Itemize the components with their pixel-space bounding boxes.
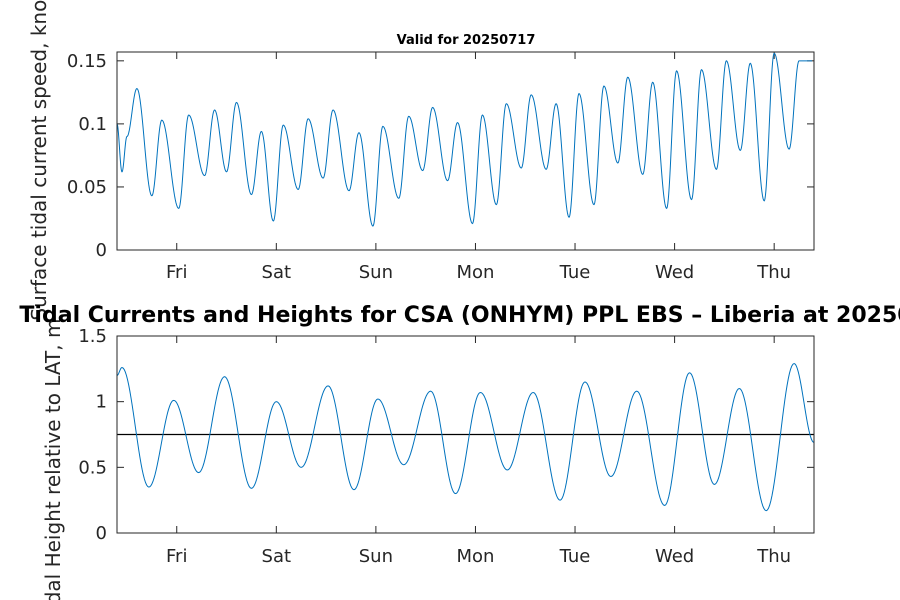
- x-tick-label-wed: Wed: [655, 546, 694, 567]
- y-tick-label: 0: [96, 523, 107, 544]
- chart-title-valid: Valid for 20250717: [397, 33, 536, 48]
- x-tick-label-fri: Fri: [166, 262, 187, 283]
- x-tick-label-sat: Sat: [262, 546, 292, 567]
- y-axis-label-tidal-height: Tidal Height relative to LAT, m: [41, 319, 65, 600]
- x-tick-label-wed: Wed: [655, 262, 694, 283]
- x-tick-label-sun: Sun: [359, 262, 393, 283]
- x-tick-label-fri: Fri: [166, 546, 187, 567]
- chart-title-tidal: Tidal Currents and Heights for CSA (ONHY…: [19, 303, 900, 328]
- y-tick-label: 0.15: [67, 51, 107, 72]
- x-tick-label-thu: Thu: [756, 262, 791, 283]
- y-tick-label: 1: [96, 392, 107, 413]
- series-line-current-speed: [116, 52, 813, 227]
- current-speed-axes: Valid for 20250717 Surface tidal current…: [27, 0, 815, 321]
- axes-box-current: [116, 51, 815, 251]
- tidal-height-axes: Tidal Height relative to LAT, m Tidal Cu…: [19, 303, 900, 600]
- x-tick-label-mon: Mon: [456, 546, 494, 567]
- x-tick-label-tue: Tue: [559, 262, 591, 283]
- x-tick-label-sun: Sun: [359, 546, 393, 567]
- x-tick-label-tue: Tue: [559, 546, 591, 567]
- x-tick-label-thu: Thu: [756, 546, 791, 567]
- y-axis-label-current-speed: Surface tidal current speed, knots: [27, 0, 51, 321]
- plot-area-current: [117, 52, 814, 250]
- x-tick-label-mon: Mon: [456, 262, 494, 283]
- y-tick-label: 1.5: [78, 326, 107, 347]
- y-tick-label: 0: [96, 240, 107, 261]
- axes-box-tidal: [116, 335, 815, 534]
- y-tick-label: 0.05: [67, 177, 107, 198]
- series-line-tidal-height: [116, 363, 815, 512]
- y-tick-label: 0.1: [78, 114, 107, 135]
- x-tick-label-sat: Sat: [262, 262, 292, 283]
- y-tick-label: 0.5: [78, 457, 107, 478]
